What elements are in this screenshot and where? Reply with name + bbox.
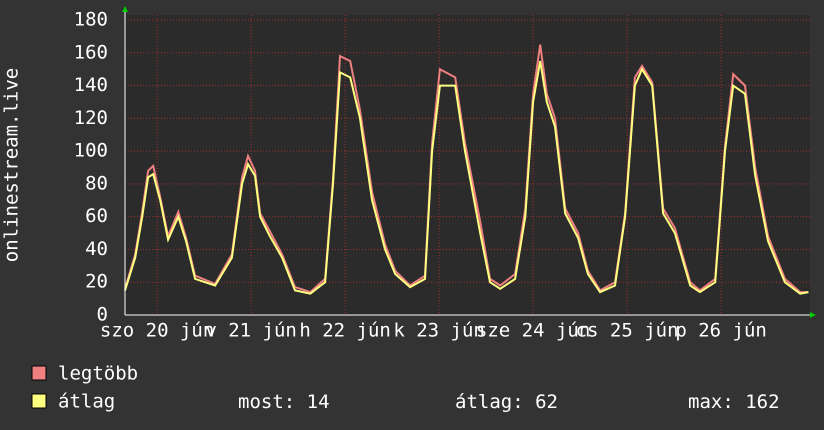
series-line	[124, 60, 809, 295]
y-axis-label: onlinestream.live	[1, 68, 23, 262]
x-tick-label: k 23 jún	[393, 320, 485, 342]
y-arrow	[122, 6, 128, 12]
stat-label: most:	[238, 391, 295, 413]
legend-swatch	[31, 365, 47, 381]
stat-value: 14	[307, 391, 330, 413]
series-line	[124, 44, 809, 294]
stat: max: 162	[688, 391, 780, 413]
stat-value: 162	[745, 391, 779, 413]
x-tick-label: sze 24 jún	[476, 320, 590, 342]
y-tick-label: 20	[85, 271, 108, 293]
x-tick-label: cs 25 jún	[576, 320, 679, 342]
x-tick-label: p 26 jún	[675, 320, 767, 342]
legend-label: átlag	[58, 391, 115, 413]
x-tick-label: v 21 jún	[205, 320, 297, 342]
grid	[125, 15, 810, 316]
y-tick-label: 80	[85, 172, 108, 194]
stat: most: 14	[238, 391, 330, 413]
y-tick-label: 60	[85, 205, 108, 227]
y-tick-label: 100	[74, 140, 108, 162]
legend-label: legtöbb	[58, 363, 138, 385]
y-tick-label: 0	[97, 304, 108, 326]
y-tick-label: 40	[85, 238, 108, 260]
legend-swatch	[31, 393, 47, 409]
y-tick-label: 120	[74, 107, 108, 129]
x-tick-label: h 22 jún	[299, 320, 391, 342]
y-tick-label: 140	[74, 74, 108, 96]
stat: átlag: 62	[455, 391, 558, 413]
y-tick-label: 160	[74, 41, 108, 63]
lines	[124, 44, 809, 295]
stat-label: max:	[688, 391, 734, 413]
x-arrow	[810, 312, 816, 318]
x-tick-label: szo 20 jún	[100, 320, 214, 342]
y-tick-label: 180	[74, 9, 108, 31]
stat-value: 62	[535, 391, 558, 413]
stat-label: átlag:	[455, 391, 524, 413]
